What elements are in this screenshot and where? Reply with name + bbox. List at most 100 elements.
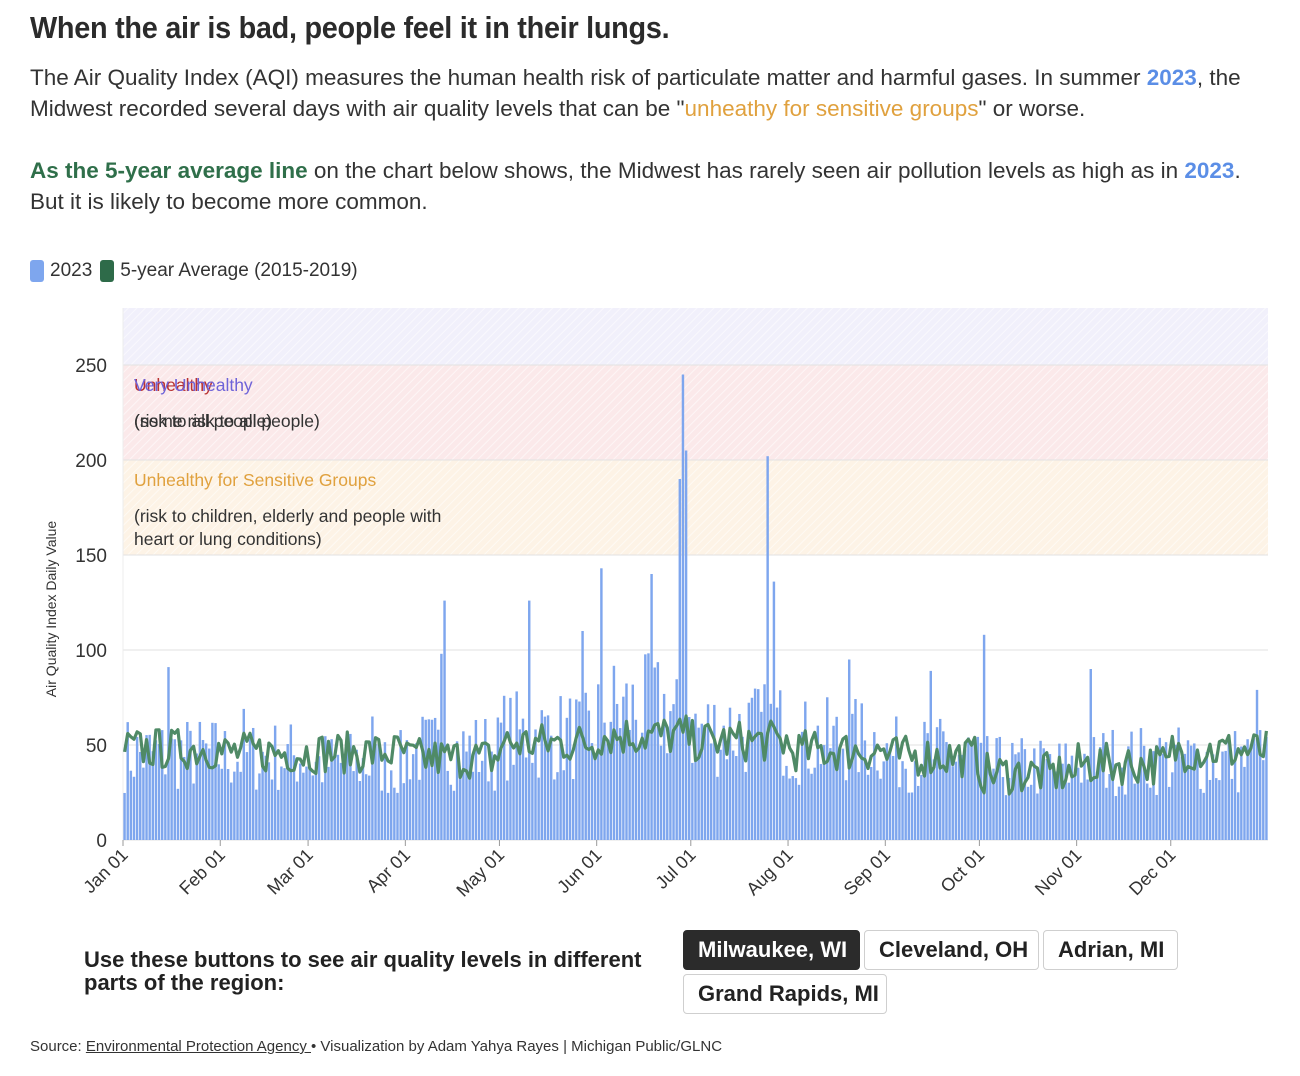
x-tick-label: Oct 01	[937, 845, 989, 897]
band-note-2: (risk to all people)	[134, 411, 272, 431]
bar-2023	[960, 754, 964, 840]
bar-2023	[537, 777, 540, 840]
bar-2023	[364, 774, 368, 840]
legend-item-average: 5-year Average (2015-2019)	[100, 260, 358, 282]
bar-2023	[565, 717, 569, 840]
bar-2023	[399, 730, 402, 840]
bar-2023	[198, 721, 202, 840]
bar-2023	[374, 743, 377, 840]
grand-rapids-button[interactable]: Grand Rapids, MI	[683, 974, 887, 1014]
bar-2023	[305, 766, 308, 840]
bar-2023	[970, 741, 973, 840]
bar-2023	[1055, 771, 1058, 840]
bar-2023	[1158, 737, 1161, 840]
bar-2023	[1117, 786, 1121, 840]
x-tick-label: Mar 01	[263, 845, 317, 899]
bar-2023	[587, 710, 591, 840]
bar-2023	[1177, 727, 1180, 840]
bar-2023	[1202, 792, 1205, 840]
x-tick-label: Apr 01	[363, 845, 415, 897]
bar-2023	[722, 725, 725, 840]
bar-2023	[703, 729, 707, 840]
bar-2023	[1146, 783, 1149, 840]
bar-2023	[327, 766, 330, 840]
bar-2023	[459, 772, 462, 840]
bar-2023	[433, 717, 437, 840]
intro-text: The Air Quality Index (AQI) measures the…	[30, 65, 1147, 90]
bar-2023	[277, 789, 280, 840]
y-tick-label: 150	[75, 546, 107, 567]
bar-2023	[578, 701, 581, 840]
bar-2023	[1105, 787, 1108, 840]
bar-2023	[797, 784, 801, 840]
bar-2023	[568, 698, 572, 840]
aqi-chart: 0 50 100 150 200 250 Air Quality Index Daily V…	[43, 308, 1268, 901]
bar-2023	[336, 754, 340, 840]
bar-2023	[1007, 778, 1011, 840]
bar-2023	[926, 733, 929, 840]
bar-2023	[628, 729, 631, 840]
bar-2023	[1205, 752, 1209, 840]
bar-2023	[317, 756, 321, 840]
bar-2023	[559, 696, 562, 840]
bar-2023	[233, 771, 236, 840]
bar-2023	[835, 716, 838, 840]
bar-2023	[882, 761, 885, 840]
bar-2023	[1152, 751, 1155, 840]
bar-2023	[139, 751, 142, 840]
bar-2023	[493, 790, 496, 840]
bar-2023	[226, 769, 230, 840]
bar-2023	[1001, 777, 1005, 840]
bar-2023	[822, 745, 826, 840]
bar-2023	[1061, 763, 1064, 840]
bar-2023	[518, 729, 522, 840]
bar-2023	[1255, 689, 1259, 840]
bar-2023	[214, 723, 217, 840]
bar-2023	[688, 717, 691, 840]
bar-2023	[142, 767, 145, 840]
bar-2023	[1233, 731, 1237, 840]
bar-2023	[286, 744, 289, 840]
sensitive-groups-highlight: unheathy for sensitive groups	[684, 96, 979, 121]
bar-2023	[656, 662, 660, 840]
bar-2023	[1014, 754, 1017, 840]
bar-2023	[935, 727, 939, 840]
band-labels: Unhealthy for Sensitive Groups (risk to c…	[134, 375, 441, 549]
bar-2023	[826, 697, 829, 840]
bar-2023	[1224, 750, 1227, 840]
bar-2023	[731, 750, 735, 840]
bar-2023	[264, 755, 267, 840]
bar-2023	[631, 684, 634, 840]
bar-2023	[556, 772, 559, 840]
adrian-button[interactable]: Adrian, MI	[1043, 930, 1178, 970]
band-label-1: Unhealthy	[134, 375, 213, 395]
bar-2023	[1136, 780, 1140, 840]
bar-2023	[992, 768, 995, 840]
bar-2023	[838, 750, 842, 840]
bar-2023	[600, 568, 603, 840]
bar-2023	[160, 730, 164, 840]
bar-2023	[1208, 779, 1212, 840]
bar-2023	[1249, 748, 1252, 840]
bar-2023	[208, 748, 211, 840]
bar-2023	[1252, 738, 1256, 840]
bar-2023	[678, 479, 682, 840]
cleveland-button[interactable]: Cleveland, OH	[864, 930, 1039, 970]
bar-2023	[201, 739, 205, 840]
y-tick-label: 100	[75, 641, 107, 662]
bar-2023	[982, 634, 986, 840]
bar-2023	[449, 784, 453, 840]
bar-2023	[706, 704, 710, 840]
milwaukee-button[interactable]: Milwaukee, WI	[683, 930, 860, 970]
bar-2023	[785, 765, 788, 840]
bar-2023	[1064, 743, 1067, 840]
bar-2023	[468, 735, 471, 840]
x-tick-label: Nov 01	[1031, 845, 1085, 899]
source-link[interactable]: Environmental Protection Agency	[85, 1038, 311, 1055]
bar-2023	[405, 740, 409, 840]
bar-2023	[255, 789, 258, 840]
legend-swatch-average	[100, 260, 115, 282]
bar-2023	[709, 743, 713, 840]
aqi-bands	[123, 308, 1268, 555]
bar-2023	[791, 776, 794, 840]
